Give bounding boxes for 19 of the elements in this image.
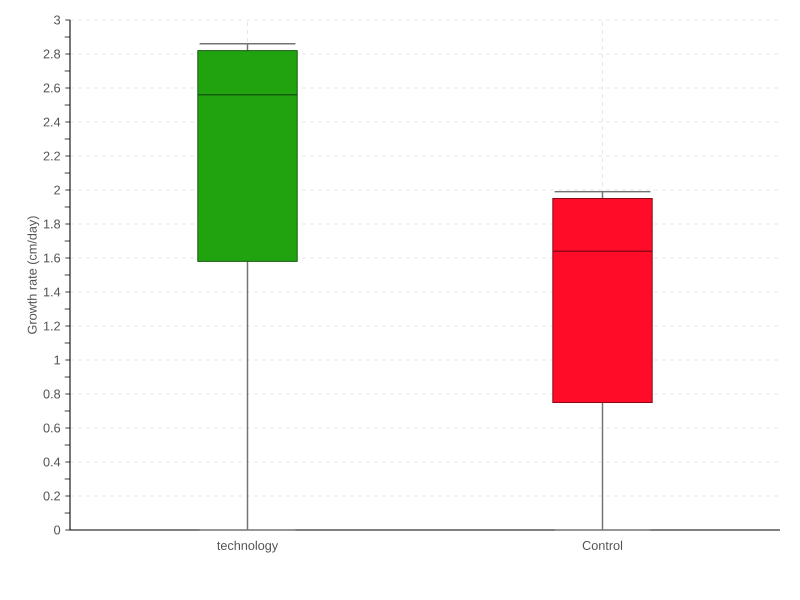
y-tick-label: 2.4: [44, 118, 60, 126]
y-axis-title: Growth rate (cm/day): [27, 216, 40, 334]
x-tick-label: technology: [217, 540, 278, 553]
y-tick-label: 1.8: [44, 220, 60, 228]
y-tick-label: 1.6: [44, 254, 60, 262]
y-tick-label: 2.2: [44, 152, 60, 160]
y-tick-label: 2.8: [44, 50, 60, 58]
y-tick-label: 2.6: [44, 84, 60, 92]
y-tick-label: 2: [54, 186, 60, 194]
y-tick-label: 0.4: [44, 458, 60, 466]
y-tick-label: 0.6: [44, 424, 60, 432]
y-tick-label: 0.8: [44, 390, 60, 398]
y-tick-label: 1: [54, 356, 60, 364]
y-tick-label: 0: [54, 526, 60, 534]
y-tick-label: 0.2: [44, 492, 60, 500]
x-tick-label: Control: [582, 540, 622, 550]
y-tick-label: 1.4: [44, 288, 60, 296]
y-tick-label: 1.2: [44, 322, 60, 330]
y-tick-label: 3: [54, 16, 60, 24]
